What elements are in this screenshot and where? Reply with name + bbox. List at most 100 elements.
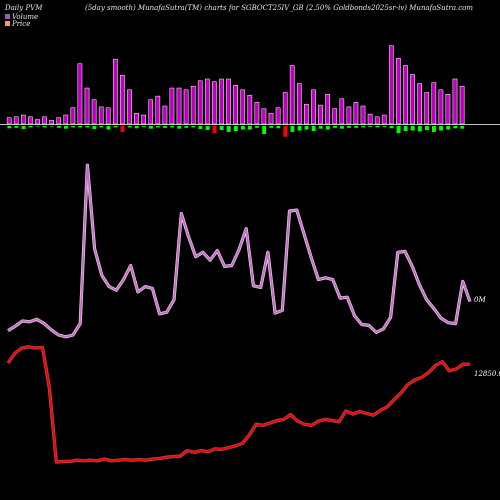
change-bar — [340, 126, 344, 129]
change-bar — [14, 126, 19, 128]
volume-bar — [268, 112, 274, 125]
change-bar — [85, 126, 90, 128]
legend-volume-label: Volume — [12, 13, 38, 21]
change-bar — [141, 126, 146, 127]
change-bar — [127, 126, 132, 128]
volume-bar — [134, 112, 139, 125]
change-bar — [28, 126, 33, 128]
volume-bar — [452, 78, 458, 125]
volume-bar — [141, 114, 146, 125]
change-bar — [248, 126, 252, 130]
change-bar — [78, 126, 83, 128]
change-bar — [396, 126, 401, 134]
volume-bar — [13, 116, 19, 125]
volume-axis-label: 0M — [474, 296, 486, 304]
change-bar — [106, 126, 111, 130]
change-bar — [177, 126, 182, 129]
volume-bar — [424, 92, 430, 125]
change-bar — [290, 126, 295, 132]
change-bar — [42, 126, 47, 128]
volume-bar — [360, 105, 366, 125]
change-bar — [347, 126, 351, 128]
volume-bar — [35, 119, 40, 125]
change-bar — [21, 126, 26, 130]
volume-bar — [282, 92, 288, 125]
volume-bar — [63, 114, 69, 125]
change-bar — [149, 126, 153, 129]
volume-bar — [176, 87, 182, 125]
volume-bar — [20, 114, 26, 125]
change-bar — [439, 126, 443, 131]
change-bar — [425, 126, 429, 130]
volume-bar — [91, 99, 97, 125]
change-bar — [453, 126, 458, 129]
volume-bar — [438, 89, 444, 125]
change-bars — [7, 126, 465, 137]
volume-bar — [42, 116, 47, 125]
volume-bar — [410, 74, 415, 125]
change-bar — [205, 126, 210, 130]
change-bar — [255, 126, 259, 128]
volume-bar — [169, 87, 175, 125]
change-bar — [35, 126, 40, 127]
volume-smooth-series — [7, 163, 472, 339]
volume-bar — [98, 106, 104, 125]
change-bar — [7, 126, 12, 129]
change-bar — [382, 126, 387, 127]
volume-bar — [105, 107, 111, 125]
change-bar — [71, 126, 75, 128]
volume-bar — [183, 89, 189, 125]
volume-bar — [226, 78, 231, 125]
change-bar — [170, 126, 175, 128]
change-bar — [361, 126, 366, 128]
price-axis-label: 12850.00 — [474, 370, 500, 378]
change-bar — [113, 126, 118, 128]
change-bar — [297, 126, 302, 131]
price-line — [7, 345, 470, 463]
change-bar — [318, 126, 323, 129]
volume-bar — [204, 78, 210, 125]
change-bar — [212, 126, 217, 134]
volume-bar — [212, 81, 217, 125]
volume-bar — [275, 107, 281, 125]
volume-bar — [332, 108, 338, 125]
change-bar — [262, 126, 267, 135]
volume-bar — [84, 87, 90, 125]
volume-bar — [431, 82, 437, 125]
volume-bar — [374, 116, 380, 125]
legend-price-label: Price — [11, 20, 30, 28]
change-bar — [446, 126, 451, 130]
volume-bar — [56, 117, 62, 125]
change-bar — [99, 126, 104, 128]
volume-bar — [70, 107, 76, 125]
change-bar — [191, 126, 196, 128]
volume-bar — [346, 106, 352, 125]
volume-bar — [353, 102, 359, 125]
volume-bar — [28, 116, 33, 125]
volume-bar — [403, 65, 408, 125]
change-bar — [417, 126, 422, 132]
volume-bar — [219, 78, 224, 125]
volume-bar — [381, 114, 387, 125]
change-bar — [325, 126, 330, 130]
change-bar — [333, 126, 337, 128]
legend-price-swatch — [5, 21, 10, 26]
change-bar — [134, 126, 139, 129]
change-bar — [163, 126, 167, 128]
change-bar — [184, 126, 189, 128]
change-bar — [375, 126, 380, 128]
volume-bar — [459, 85, 465, 125]
chart-title: (5day smooth) MunafaSutra(TM) charts for… — [85, 4, 304, 12]
volume-bar — [339, 98, 345, 125]
change-bar — [432, 126, 436, 132]
volume-bar — [162, 105, 168, 125]
volume-bar — [289, 65, 295, 125]
change-bar — [226, 126, 231, 132]
change-bar — [49, 126, 54, 127]
volume-bars — [6, 45, 465, 125]
header-right: (2.50% Goldbonds2025sr-iv) MunafaSutra.c… — [306, 4, 473, 12]
change-bar — [304, 126, 309, 130]
volume-bar — [304, 103, 309, 125]
